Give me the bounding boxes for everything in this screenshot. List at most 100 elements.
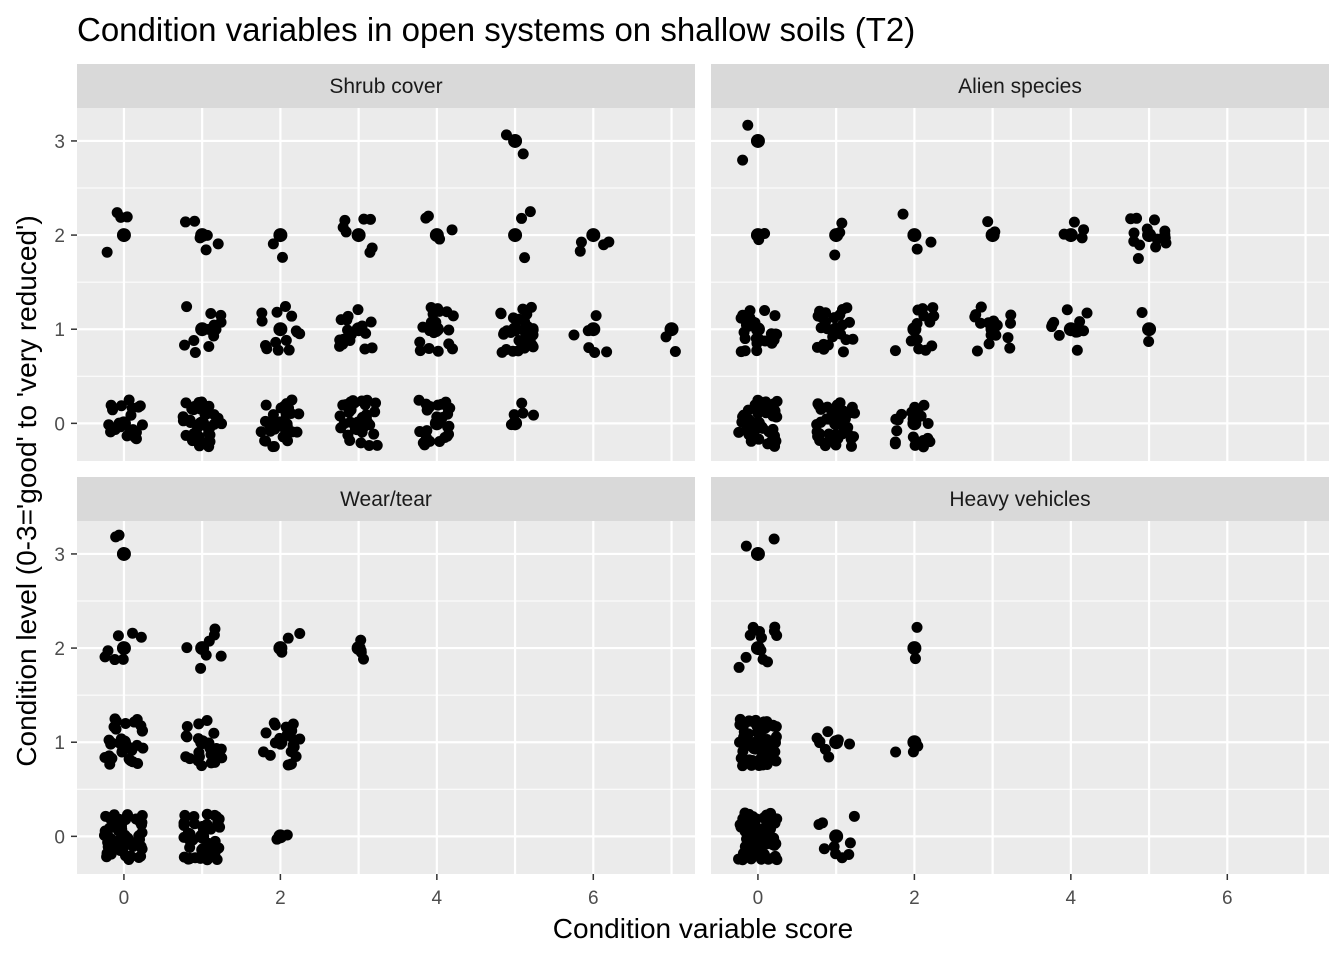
data-point: [116, 641, 131, 656]
data-point: [290, 751, 302, 763]
data-point: [212, 238, 224, 250]
data-point: [892, 414, 904, 426]
data-point: [256, 315, 268, 327]
data-point: [284, 759, 296, 771]
data-point: [911, 243, 923, 255]
data-point: [1078, 325, 1090, 337]
data-point: [351, 228, 366, 243]
data-point: [767, 406, 779, 418]
data-point: [256, 307, 268, 319]
data-point: [117, 653, 129, 665]
data-point: [137, 725, 149, 737]
data-point: [110, 723, 122, 735]
data-point: [1128, 235, 1140, 247]
data-point: [1142, 228, 1157, 243]
data-point: [750, 322, 765, 337]
data-point: [195, 641, 210, 656]
data-point: [907, 641, 922, 656]
data-point: [754, 405, 766, 417]
data-point: [739, 807, 751, 819]
data-point: [429, 416, 444, 431]
panel-background: [711, 521, 1329, 874]
data-point: [740, 315, 752, 327]
data-point: [186, 403, 198, 415]
y-axis-title: Condition level (0-3='good' to 'very red…: [11, 215, 42, 766]
y-tick-label: 1: [54, 320, 65, 341]
data-point: [836, 217, 848, 229]
data-point: [829, 228, 844, 243]
data-point: [922, 432, 934, 444]
facet-panel: Alien species: [711, 64, 1329, 461]
data-point: [342, 310, 354, 322]
data-point: [335, 422, 347, 434]
data-point: [568, 329, 580, 341]
facet-strip: [711, 477, 1329, 521]
data-point: [195, 416, 210, 431]
data-point: [1063, 228, 1078, 243]
data-point: [351, 416, 366, 431]
data-point: [498, 328, 510, 340]
data-point: [836, 852, 848, 864]
data-point: [749, 818, 761, 830]
facet-strip: [77, 477, 695, 521]
data-point: [1002, 332, 1014, 344]
data-point: [355, 437, 367, 449]
data-point: [273, 829, 288, 844]
data-point: [750, 416, 765, 431]
data-point: [985, 322, 1000, 337]
data-point: [209, 623, 221, 635]
data-point: [845, 433, 857, 445]
y-tick-label: 2: [54, 639, 65, 660]
data-point: [294, 733, 306, 745]
data-point: [829, 829, 844, 844]
data-point: [742, 119, 754, 131]
data-point: [273, 735, 288, 750]
data-point: [116, 228, 131, 243]
facet-strip-label: Wear/tear: [340, 488, 432, 511]
data-point: [267, 409, 279, 421]
data-point: [189, 347, 201, 359]
data-point: [911, 621, 923, 633]
data-point: [345, 396, 357, 408]
data-point: [737, 411, 749, 423]
data-point: [216, 418, 228, 430]
data-point: [889, 345, 901, 357]
data-point: [180, 751, 192, 763]
data-point: [1131, 212, 1143, 224]
facet-strip-label: Shrub cover: [329, 75, 442, 98]
data-point: [273, 416, 288, 431]
data-point: [840, 334, 852, 346]
data-point: [818, 843, 830, 855]
data-point: [344, 434, 356, 446]
data-point: [102, 645, 114, 657]
data-point: [753, 433, 765, 445]
chart-title: Condition variables in open systems on s…: [77, 11, 915, 48]
facet-strip-label: Alien species: [958, 75, 1082, 98]
data-point: [280, 721, 292, 733]
data-point: [832, 433, 844, 445]
x-tick-label: 6: [588, 888, 599, 909]
x-tick-label: 2: [909, 888, 920, 909]
data-point: [112, 630, 124, 642]
data-point: [271, 306, 283, 318]
data-point: [927, 302, 939, 314]
data-point: [975, 317, 987, 329]
data-point: [134, 400, 146, 412]
data-point: [823, 428, 835, 440]
data-point: [813, 399, 825, 411]
data-point: [283, 344, 295, 356]
data-point: [213, 813, 225, 825]
data-point: [911, 334, 923, 346]
data-point: [822, 726, 834, 738]
data-point: [750, 735, 765, 750]
data-point: [359, 399, 371, 411]
data-point: [751, 345, 763, 357]
data-point: [370, 397, 382, 409]
data-point: [512, 345, 524, 357]
data-point: [365, 316, 377, 328]
data-point: [517, 407, 529, 419]
data-point: [816, 817, 828, 829]
data-point: [110, 715, 122, 727]
data-point: [1132, 253, 1144, 265]
data-point: [747, 758, 759, 770]
